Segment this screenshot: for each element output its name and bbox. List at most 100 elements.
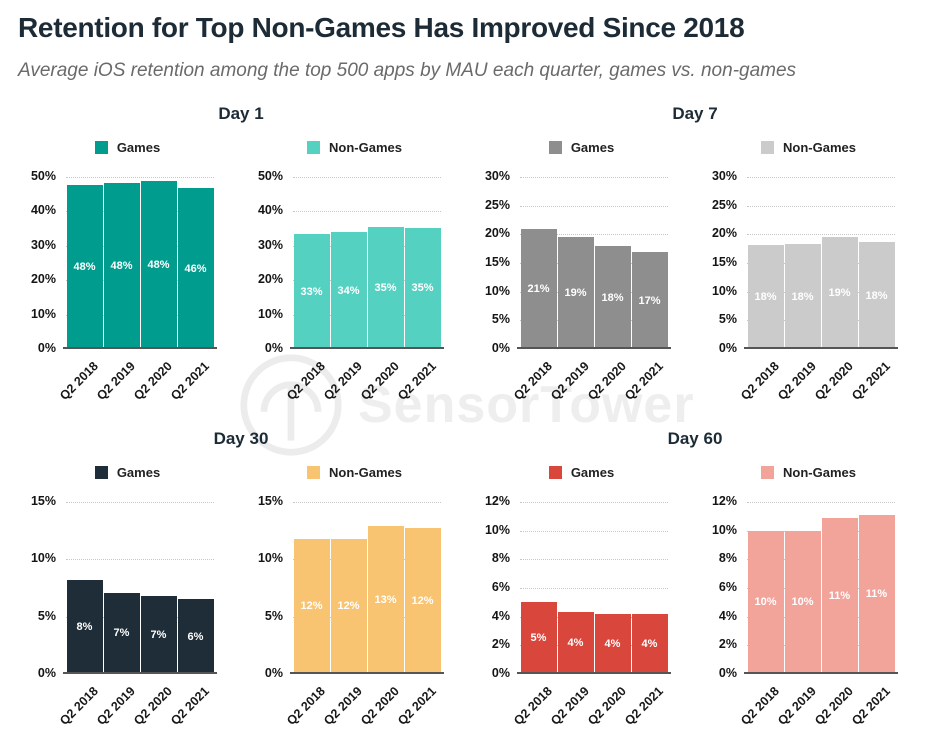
gridline [520, 205, 668, 207]
legend-swatch-icon [94, 466, 108, 479]
gridline [520, 177, 668, 178]
bar-q2-2021: 4% [631, 613, 668, 674]
plot-area: 12% 12% 13% 12% [290, 502, 444, 674]
chart-panel-games: Games 0% 5% 10% 15% 8% 7% 7% 6% Q2 2018 Q2 2019 Q2 … [22, 465, 233, 744]
y-tick-label: 30% [711, 169, 737, 183]
chart-body: 0% 5% 10% 15% 8% 7% 7% 6% [22, 494, 233, 680]
y-tick-label: 10% [484, 283, 510, 298]
chart-body: 0% 10% 20% 30% 40% 50% 33% 34% 35% 35% [249, 169, 460, 355]
x-axis-line [517, 672, 671, 674]
gridline [293, 559, 441, 561]
legend: Non-Games [249, 465, 460, 480]
bar-q2-2019: 7% [103, 592, 140, 674]
x-tick-label: Q2 2019 [93, 684, 138, 728]
y-tick-label: 12% [484, 494, 510, 508]
gridline [747, 645, 895, 647]
x-axis-line [63, 347, 217, 349]
x-tick-label: Q2 2020 [811, 359, 856, 403]
x-tick-label: Q2 2019 [320, 359, 365, 403]
y-axis-labels: 0% 5% 10% 15% 20% 25% 30% [703, 169, 747, 355]
x-tick-label: Q2 2020 [357, 359, 402, 403]
gridline [747, 530, 895, 532]
y-tick-label: 2% [491, 637, 510, 652]
legend-label: Games [570, 465, 615, 480]
chart-panel-non-games: Non-Games 0% 2% 4% 6% 8% 10% 12% 10% 10% 11% 11% Q2 … [703, 465, 914, 744]
gridline [520, 502, 668, 503]
gridline [520, 263, 668, 264]
bar-value-label: 48% [110, 260, 133, 273]
y-tick-label: 10% [484, 522, 510, 537]
legend-swatch-icon [761, 466, 775, 479]
chart-body: 0% 5% 10% 15% 20% 25% 30% 18% 18% 19% 18% [703, 169, 914, 355]
gridline [747, 205, 895, 207]
bar-value-label: 18% [791, 290, 814, 303]
x-axis-labels: Q2 2018 Q2 2019 Q2 2020 Q2 2021 [511, 349, 668, 419]
y-axis-labels: 0% 5% 10% 15% [249, 494, 293, 680]
y-tick-label: 0% [718, 666, 737, 680]
chart-body: 0% 2% 4% 6% 8% 10% 12% 10% 10% 11% 11% [703, 494, 914, 680]
day-group-title: Day 1 [218, 104, 264, 123]
day-group-title: Day 30 [213, 429, 269, 448]
gridline [747, 234, 895, 236]
bar-q2-2020: 13% [367, 526, 404, 674]
bar-value-label: 35% [374, 281, 397, 294]
legend: Non-Games [249, 140, 460, 155]
x-tick-label: Q2 2019 [320, 684, 365, 728]
x-tick-label: Q2 2018 [510, 684, 555, 728]
plot-area: 18% 18% 19% 18% [744, 177, 898, 349]
bar-value-label: 10% [791, 596, 814, 609]
y-tick-label: 0% [264, 341, 283, 355]
page-subtitle: Average iOS retention among the top 500 … [18, 60, 797, 81]
gridline [520, 530, 668, 532]
legend: Games [22, 465, 233, 480]
x-tick-label: Q2 2021 [394, 359, 439, 403]
bar-value-label: 8% [76, 620, 93, 633]
gridline [66, 616, 214, 618]
bar-value-label: 48% [147, 259, 170, 272]
legend: Non-Games [703, 140, 914, 155]
x-tick-label: Q2 2018 [56, 359, 101, 403]
y-tick-label: 25% [484, 197, 510, 212]
x-tick-label: Q2 2021 [167, 684, 212, 728]
plot-area: 33% 34% 35% 35% [290, 177, 444, 349]
y-axis-labels: 0% 5% 10% 15% [22, 494, 66, 680]
bar-value-label: 34% [337, 284, 360, 297]
x-tick-label: Q2 2019 [93, 359, 138, 403]
x-tick-label: Q2 2019 [547, 684, 592, 728]
x-tick-label: Q2 2020 [811, 684, 856, 728]
legend-label: Games [116, 465, 161, 480]
gridline [293, 502, 441, 503]
bar-q2-2020: 7% [140, 596, 177, 674]
bar-q2-2018: 21% [520, 228, 557, 349]
chart-body: 0% 10% 20% 30% 40% 50% 48% 48% 48% 46% [22, 169, 233, 355]
bar-q2-2021: 6% [177, 599, 214, 674]
y-tick-label: 2% [718, 637, 737, 652]
y-tick-label: 4% [718, 608, 737, 623]
bar-value-label: 18% [754, 291, 777, 304]
y-axis-labels: 0% 2% 4% 6% 8% 10% 12% [476, 494, 520, 680]
bar-q2-2021: 17% [631, 252, 668, 349]
bar-q2-2018: 10% [747, 530, 784, 674]
y-tick-label: 0% [491, 341, 510, 355]
x-tick-label: Q2 2020 [584, 684, 629, 728]
x-tick-label: Q2 2021 [621, 359, 666, 403]
y-tick-label: 20% [257, 272, 283, 287]
y-tick-label: 10% [711, 283, 737, 298]
legend-swatch-icon [761, 141, 775, 154]
bar-value-label: 7% [150, 629, 167, 642]
bar-q2-2020: 11% [821, 517, 858, 674]
x-tick-label: Q2 2020 [584, 359, 629, 403]
y-tick-label: 0% [37, 341, 56, 355]
gridline [293, 245, 441, 247]
x-axis-labels: Q2 2018 Q2 2019 Q2 2020 Q2 2021 [738, 674, 895, 744]
bar-q2-2020: 19% [821, 237, 858, 349]
gridline [520, 616, 668, 618]
y-axis-labels: 0% 2% 4% 6% 8% 10% 12% [703, 494, 747, 680]
bar-value-label: 17% [638, 294, 661, 307]
x-axis-labels: Q2 2018 Q2 2019 Q2 2020 Q2 2021 [284, 349, 441, 419]
x-tick-label: Q2 2018 [56, 684, 101, 728]
legend-label: Games [570, 140, 615, 155]
legend-label: Non-Games [783, 465, 856, 480]
y-tick-label: 5% [37, 608, 56, 623]
